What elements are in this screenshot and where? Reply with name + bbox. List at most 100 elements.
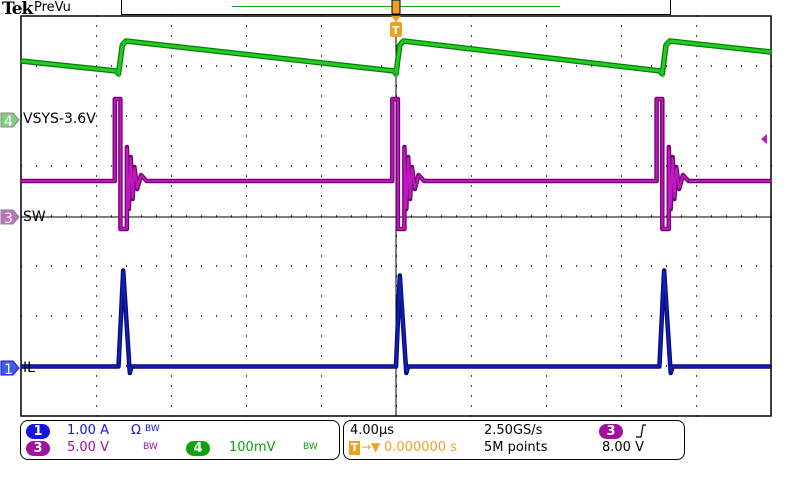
- data-point-1-9: [658, 365, 661, 368]
- data-point-3-35: [673, 198, 676, 200]
- data-point-4-8: [402, 40, 405, 42]
- data-point-3-9: [131, 198, 134, 200]
- ch1-marker-number: 1: [4, 362, 13, 378]
- trigger-source-badge[interactable]: 3: [599, 424, 623, 439]
- ch4-badge[interactable]: 4: [186, 441, 210, 456]
- data-point-3-22: [409, 198, 411, 200]
- data-point-3-38: [682, 174, 684, 176]
- data-point-1-7: [405, 372, 407, 374]
- rising-edge-icon: [636, 424, 646, 438]
- data-point-3-8: [130, 156, 132, 158]
- data-point-3-19: [403, 146, 406, 148]
- data-point-4-12: [669, 40, 671, 42]
- data-point-1-13: [770, 365, 772, 368]
- trigger-position-arrow: [391, 16, 401, 22]
- data-point-3-6: [126, 146, 128, 148]
- trigger-t-icon: T: [349, 441, 360, 455]
- data-point-4-0: [20, 60, 22, 62]
- ch1-termination-icon: Ω: [131, 423, 141, 438]
- data-point-3-10: [133, 166, 136, 168]
- data-point-3-16: [397, 98, 399, 100]
- ch3-trace-label: SW: [23, 209, 46, 225]
- data-point-3-27: [656, 180, 658, 182]
- data-point-1-12: [671, 365, 674, 368]
- data-point-4-6: [395, 73, 397, 75]
- data-point-3-29: [661, 98, 663, 100]
- ch3-marker-number: 3: [4, 211, 13, 227]
- ch1-bandwidth-icon: BW: [145, 424, 160, 434]
- trace-vsys-3.6v: [20, 39, 772, 79]
- preview-trigger-marker: [391, 0, 401, 15]
- data-point-3-33: [670, 208, 672, 210]
- data-point-1-3: [129, 372, 131, 374]
- data-point-1-2: [122, 269, 124, 272]
- trigger-t-glyph: T: [392, 24, 400, 37]
- trigger-level-marker: [761, 134, 767, 144]
- data-point-3-5: [126, 228, 128, 230]
- timebase[interactable]: 4.00µs: [350, 423, 394, 438]
- waveform-display: 4 3 1 T: [0, 0, 772, 417]
- data-point-4-4: [125, 40, 127, 42]
- data-point-3-30: [661, 228, 663, 230]
- data-point-4-5: [393, 70, 395, 72]
- data-point-3-1: [114, 180, 116, 182]
- data-point-1-11: [670, 372, 672, 374]
- data-point-3-25: [417, 174, 420, 176]
- ch1-badge[interactable]: 1: [26, 424, 50, 439]
- trigger-level[interactable]: 8.00 V: [602, 440, 644, 455]
- data-point-3-40: [770, 180, 772, 182]
- data-point-3-3: [119, 98, 121, 100]
- data-point-1-4: [131, 365, 133, 368]
- ch3-bandwidth-icon: BW: [143, 442, 158, 452]
- data-point-3-31: [668, 228, 670, 230]
- data-point-3-7: [128, 208, 130, 210]
- data-point-4-3: [121, 44, 123, 46]
- data-point-1-6: [399, 274, 401, 277]
- data-point-3-11: [136, 188, 138, 190]
- data-point-4-11: [665, 44, 667, 46]
- data-point-1-10: [663, 269, 665, 272]
- data-point-3-0: [20, 180, 22, 182]
- horizontal-trigger-readout-panel: 4.00µs 2.50GS/s 3 T →▼ 0.000000 s 5M poi…: [343, 420, 685, 460]
- record-length: 5M points: [484, 440, 548, 455]
- data-point-3-18: [403, 228, 406, 230]
- data-point-4-2: [117, 73, 120, 75]
- data-point-1-5: [395, 365, 397, 368]
- data-point-3-28: [656, 98, 658, 100]
- arrow-right-icon: →▼: [361, 440, 381, 454]
- ch4-trace-label: VSYS-3.6V: [23, 111, 96, 127]
- trigger-position-marker: [390, 22, 402, 37]
- data-point-4-13: [770, 51, 772, 53]
- data-point-3-2: [114, 98, 116, 100]
- data-point-3-17: [397, 228, 399, 230]
- trace-il: [21, 270, 771, 374]
- data-point-3-26: [423, 180, 425, 182]
- data-point-4-9: [659, 70, 661, 72]
- data-point-3-32: [668, 146, 670, 148]
- data-point-3-34: [671, 156, 674, 158]
- data-point-3-12: [140, 174, 142, 176]
- ch3-badge[interactable]: 3: [26, 441, 50, 456]
- ch3-scale[interactable]: 5.00 V: [67, 440, 109, 455]
- data-point-3-39: [687, 180, 690, 182]
- trigger-position[interactable]: 0.000000 s: [384, 440, 457, 455]
- data-point-3-14: [391, 180, 393, 182]
- ch1-reference-marker: [0, 360, 20, 376]
- ch4-bandwidth-icon: BW: [303, 442, 318, 452]
- data-point-1-8: [407, 365, 409, 368]
- data-point-3-20: [405, 208, 407, 210]
- acquisition-mode: PreVu: [34, 0, 71, 15]
- data-point-1-1: [117, 365, 120, 368]
- data-point-4-10: [661, 73, 663, 75]
- ch3-reference-marker: [0, 209, 20, 225]
- ch4-scale[interactable]: 100mV: [229, 440, 276, 455]
- data-point-3-4: [119, 228, 121, 230]
- sample-rate: 2.50GS/s: [484, 423, 543, 438]
- data-point-3-15: [391, 98, 393, 100]
- data-point-3-36: [675, 166, 677, 168]
- ch4-reference-marker: [0, 112, 20, 128]
- data-point-1-0: [20, 365, 22, 368]
- ch1-scale[interactable]: 1.00 A: [67, 423, 109, 438]
- tek-logo: Tek: [2, 0, 33, 19]
- data-point-3-23: [411, 166, 413, 168]
